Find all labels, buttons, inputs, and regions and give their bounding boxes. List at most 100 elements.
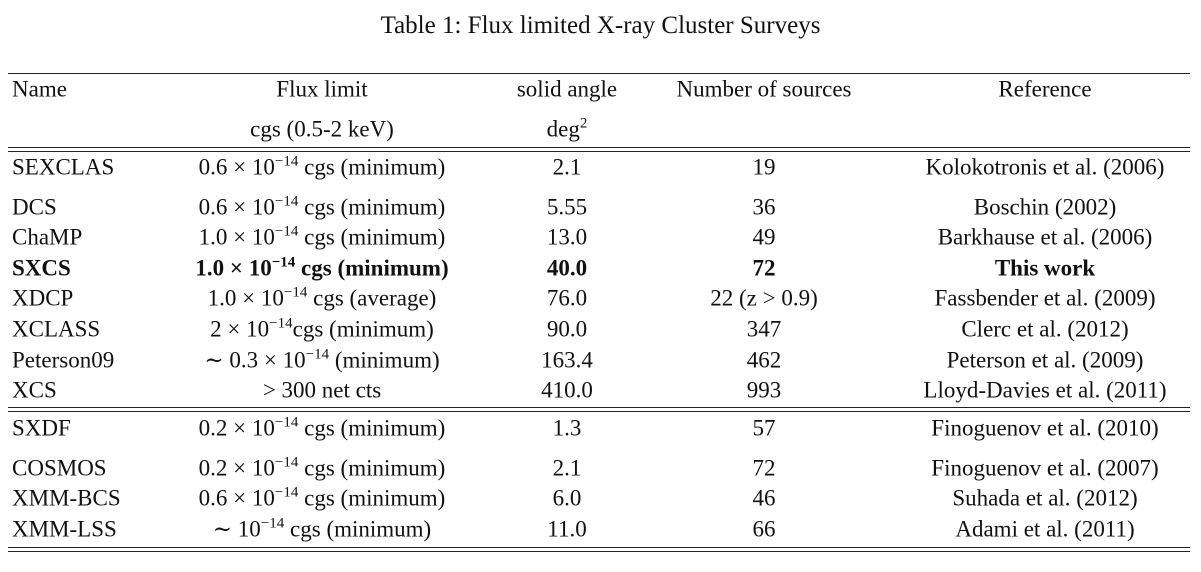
flux-cell: 2 × 10−14cgs (minimum): [210, 315, 434, 342]
reference-cell: Finoguenov et al. (2007): [931, 455, 1159, 481]
exponent: −14: [305, 346, 330, 363]
rule: [8, 73, 1190, 74]
reference-cell: Fassbender et al. (2009): [934, 285, 1156, 311]
angle-cell: 40.0: [546, 255, 588, 281]
text: cgs (minimum): [298, 485, 446, 511]
angle-cell: 2.1: [552, 154, 582, 180]
exponent: −14: [274, 153, 299, 170]
reference-cell: Adami et al. (2011): [955, 516, 1135, 542]
sources-cell: 66: [752, 516, 776, 542]
name-cell: XMM-BCS: [12, 485, 121, 511]
angle-cell: 76.0: [546, 285, 588, 311]
angle-cell: 5.55: [546, 194, 588, 220]
text: cgs (minimum): [295, 255, 449, 281]
rule: [8, 151, 1190, 152]
text: cgs (minimum): [298, 194, 446, 220]
text: 0.6 × 10: [198, 485, 275, 511]
sources-cell: 72: [752, 255, 776, 281]
angle-cell: 163.4: [541, 347, 593, 373]
reference-cell: Kolokotronis et al. (2006): [925, 154, 1165, 180]
name-cell: SXCS: [12, 255, 71, 281]
text: cgs (minimum): [298, 415, 446, 441]
angle-cell: 410.0: [541, 377, 593, 403]
name-cell: SEXCLAS: [12, 154, 115, 180]
reference-cell: This work: [994, 255, 1096, 281]
text: (minimum): [329, 347, 440, 373]
text: cgs (minimum): [298, 224, 446, 250]
flux-cell: cgs (0.5-2 keV): [250, 116, 394, 142]
text: cgs (minimum): [298, 154, 446, 180]
text: 2 × 10: [210, 316, 270, 342]
sources-cell: 19: [752, 154, 776, 180]
sources-cell: Number of sources: [676, 76, 852, 102]
text: cgs (average): [307, 285, 437, 311]
exponent: −14: [269, 315, 293, 332]
reference-cell: Barkhause et al. (2006): [937, 224, 1153, 250]
exponent: −14: [283, 284, 308, 301]
name-cell: XCS: [12, 377, 57, 403]
sources-cell: 36: [752, 194, 776, 220]
name-cell: XCLASS: [12, 316, 101, 342]
sources-cell: 72: [752, 455, 776, 481]
sources-cell: 462: [746, 347, 782, 373]
text: cgs (minimum): [284, 516, 432, 542]
rule: [8, 551, 1190, 552]
angle-cell: deg2: [546, 116, 588, 142]
reference-cell: Lloyd-Davies et al. (2011): [923, 377, 1167, 403]
text: 0.2 × 10: [198, 455, 275, 481]
flux-cell: ∼ 10−14 cgs (minimum): [213, 515, 432, 542]
name-cell: Peterson09: [12, 347, 115, 373]
exponent: −14: [271, 254, 296, 271]
angle-cell: 90.0: [546, 316, 588, 342]
text: cgs (minimum): [292, 316, 434, 342]
text: deg: [546, 116, 580, 142]
text: 0.6 × 10: [198, 194, 275, 220]
reference-cell: Peterson et al. (2009): [946, 347, 1144, 373]
rule: [8, 547, 1190, 548]
reference-cell: Finoguenov et al. (2010): [931, 415, 1159, 441]
flux-cell: > 300 net cts: [262, 377, 382, 403]
sources-cell: 993: [746, 377, 782, 403]
reference-cell: Suhada et al. (2012): [952, 485, 1138, 511]
rule: [8, 411, 1190, 412]
reference-cell: Reference: [998, 76, 1092, 102]
name-cell: DCS: [12, 194, 57, 220]
flux-cell: 0.6 × 10−14 cgs (minimum): [198, 484, 446, 511]
text: 1.0 × 10: [198, 224, 275, 250]
name-cell: Name: [12, 76, 67, 102]
text: 0.2 × 10: [198, 415, 275, 441]
text: 0.6 × 10: [198, 154, 275, 180]
text: 1.0 × 10: [207, 285, 284, 311]
exponent: −14: [274, 484, 299, 501]
table-title: Table 1: Flux limited X-ray Cluster Surv…: [380, 12, 821, 39]
angle-cell: 6.0: [552, 485, 582, 511]
sources-cell: 347: [746, 316, 782, 342]
name-cell: SXDF: [12, 415, 71, 441]
text: ∼ 0.3 × 10: [204, 347, 306, 373]
exponent: −14: [260, 515, 285, 532]
flux-cell: 1.0 × 10−14 cgs (average): [207, 284, 437, 311]
flux-cell: 0.2 × 10−14 cgs (minimum): [198, 455, 446, 481]
text: cgs (minimum): [298, 455, 446, 481]
rule: [8, 147, 1190, 148]
name-cell: XMM-LSS: [12, 516, 117, 542]
angle-cell: 13.0: [546, 224, 588, 250]
sources-cell: 57: [752, 415, 776, 441]
flux-cell: ∼ 0.3 × 10−14 (minimum): [204, 346, 440, 373]
sources-cell: 46: [752, 485, 776, 511]
angle-cell: 2.1: [552, 455, 582, 481]
flux-cell: 0.2 × 10−14 cgs (minimum): [198, 414, 446, 441]
exponent: −14: [274, 414, 299, 431]
flux-cell: 1.0 × 10−14 cgs (minimum): [198, 224, 446, 250]
reference-cell: Clerc et al. (2012): [961, 316, 1129, 342]
flux-cell: Flux limit: [276, 76, 368, 102]
flux-cell: 1.0 × 10−14 cgs (minimum): [195, 254, 449, 281]
name-cell: XDCP: [12, 285, 74, 311]
exponent: −14: [274, 193, 299, 210]
angle-cell: solid angle: [516, 76, 618, 102]
sources-cell: 22 (z > 0.9): [710, 285, 818, 311]
text: 1.0 × 10: [195, 255, 272, 281]
name-cell: ChaMP: [12, 224, 83, 250]
sources-cell: 49: [752, 224, 776, 250]
